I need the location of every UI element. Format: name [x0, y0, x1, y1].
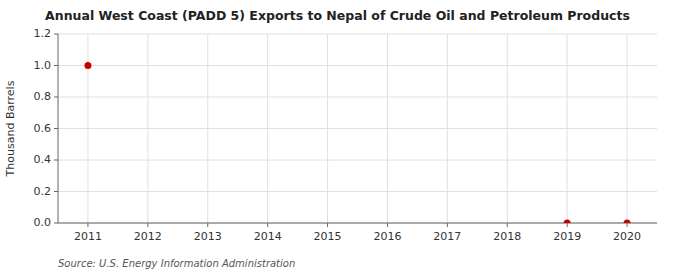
x-grid-line — [387, 34, 388, 223]
y-tick — [54, 223, 58, 224]
x-tick-label: 2019 — [553, 230, 581, 243]
x-grid-line — [567, 34, 568, 223]
x-tick — [87, 223, 88, 227]
y-tick — [54, 160, 58, 161]
scatter-point — [84, 62, 91, 69]
scatter-point — [564, 220, 571, 224]
y-tick-label: 0.6 — [34, 122, 52, 135]
x-grid-line — [327, 34, 328, 223]
y-tick-label: 0.0 — [34, 216, 52, 229]
x-tick-label: 2017 — [433, 230, 461, 243]
x-tick-label: 2015 — [314, 230, 342, 243]
scatter-point — [624, 220, 631, 224]
chart-title: Annual West Coast (PADD 5) Exports to Ne… — [45, 8, 630, 23]
axes: 0.0 0.2 0.4 0.6 0.8 1.0 1.2 2011 2012 2013 2014 201… — [34, 27, 658, 243]
x-tick — [507, 223, 508, 227]
y-tick-label: 0.4 — [34, 153, 52, 166]
x-tick-label: 2013 — [194, 230, 222, 243]
y-axis-label: Thousand Barrels — [4, 80, 17, 177]
x-tick — [327, 223, 328, 227]
x-tick — [567, 223, 568, 227]
x-tick-label: 2016 — [373, 230, 401, 243]
x-tick-label: 2011 — [74, 230, 102, 243]
x-tick — [267, 223, 268, 227]
x-grid-line — [627, 34, 628, 223]
x-tick — [147, 223, 148, 227]
x-tick — [207, 223, 208, 227]
x-grid-line — [447, 34, 448, 223]
x-tick-label: 2018 — [493, 230, 521, 243]
source-note: Source: U.S. Energy Information Administ… — [58, 258, 295, 269]
chart-svg: 0.0 0.2 0.4 0.6 0.8 1.0 1.2 2011 2012 2013 2014 201… — [0, 0, 675, 275]
x-tick-label: 2014 — [254, 230, 282, 243]
x-grid-line — [147, 34, 148, 223]
chart-container: 0.0 0.2 0.4 0.6 0.8 1.0 1.2 2011 2012 2013 2014 201… — [0, 0, 675, 275]
x-grid-line — [507, 34, 508, 223]
y-tick — [54, 191, 58, 192]
x-tick-label: 2012 — [134, 230, 162, 243]
y-tick — [54, 97, 58, 98]
x-tick — [627, 223, 628, 227]
y-tick — [54, 128, 58, 129]
y-tick — [54, 34, 58, 35]
points — [84, 62, 630, 223]
x-grid-line — [207, 34, 208, 223]
x-tick — [387, 223, 388, 227]
y-tick — [54, 65, 58, 66]
y-tick-label: 0.8 — [34, 90, 52, 103]
x-tick-label: 2020 — [613, 230, 641, 243]
grid — [58, 34, 657, 223]
x-grid-line — [267, 34, 268, 223]
x-tick — [447, 223, 448, 227]
y-tick-label: 0.2 — [34, 185, 52, 198]
y-tick-label: 1.2 — [34, 27, 52, 40]
y-tick-label: 1.0 — [34, 59, 52, 72]
